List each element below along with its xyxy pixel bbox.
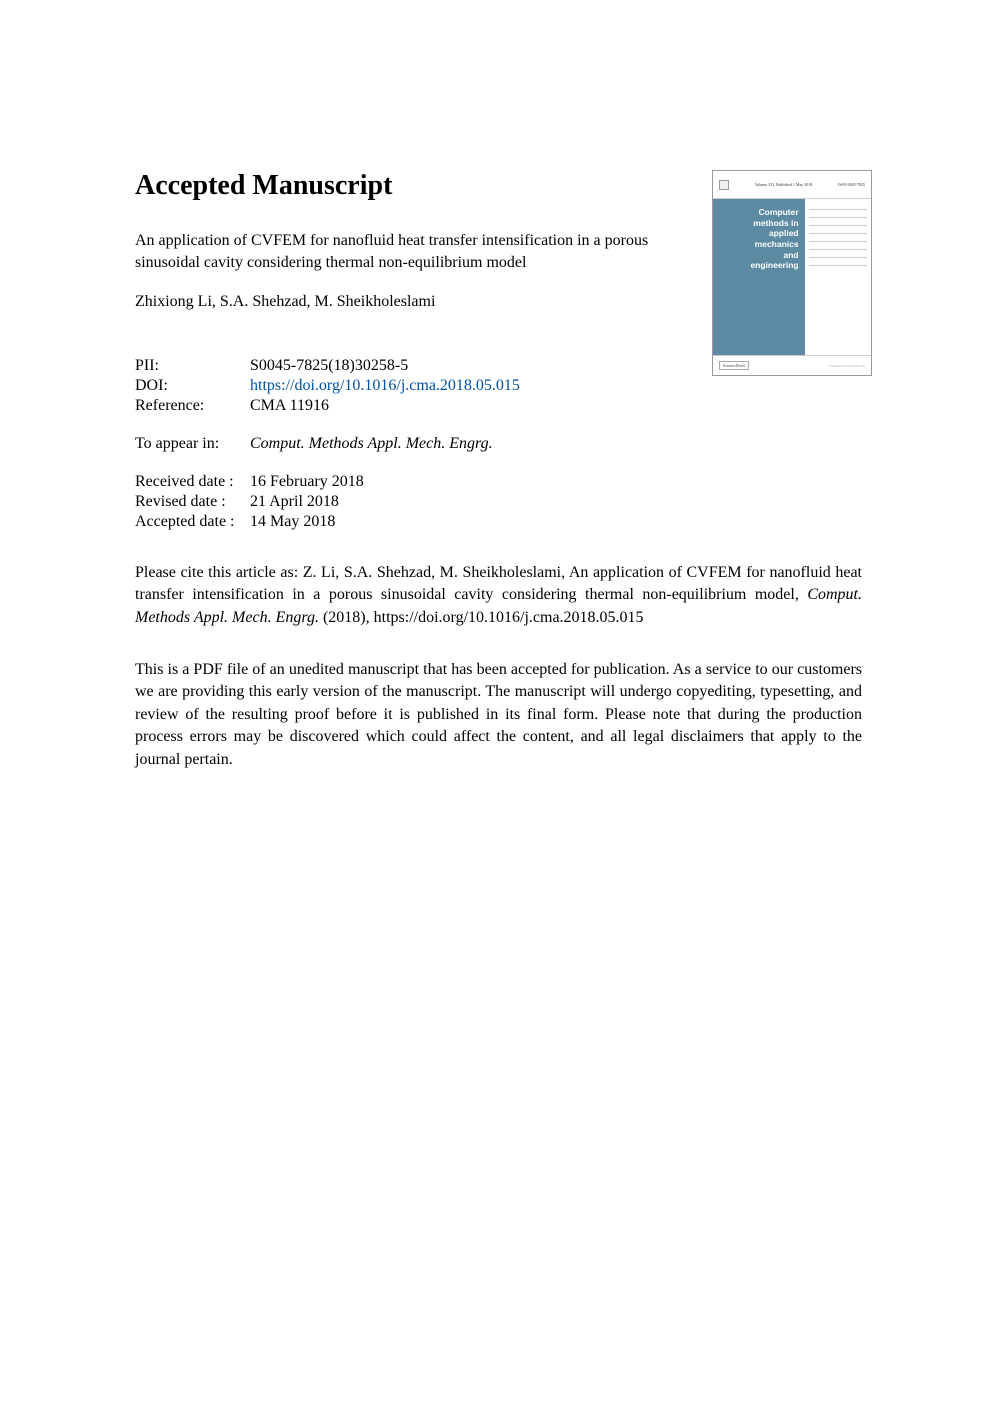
to-appear-value: Comput. Methods Appl. Mech. Engrg. xyxy=(250,434,493,454)
received-date-label: Received date : xyxy=(135,472,250,492)
received-date-row: Received date : 16 February 2018 xyxy=(135,472,364,492)
thumbnail-header: Volume 333, Published 1 May 2018 ISSN 00… xyxy=(713,171,871,199)
thumb-journal-line: applied xyxy=(769,228,799,239)
revised-date-label: Revised date : xyxy=(135,492,250,512)
thumb-journal-line: mechanics xyxy=(755,239,799,250)
pii-value: S0045-7825(18)30258-5 xyxy=(250,356,520,376)
thumbnail-editors-panel xyxy=(805,199,871,355)
citation-paragraph: Please cite this article as: Z. Li, S.A.… xyxy=(135,562,862,629)
received-date-value: 16 February 2018 xyxy=(250,472,364,492)
doi-link[interactable]: https://doi.org/10.1016/j.cma.2018.05.01… xyxy=(250,377,520,394)
pii-row: PII: S0045-7825(18)30258-5 xyxy=(135,356,520,376)
accepted-date-row: Accepted date : 14 May 2018 xyxy=(135,512,364,532)
thumb-journal-line: Computer xyxy=(758,207,798,218)
disclaimer-paragraph: This is a PDF file of an unedited manusc… xyxy=(135,659,862,771)
thumbnail-footer-url: www.elsevier.com/locate/cma xyxy=(829,364,865,368)
thumbnail-footer: ScienceDirect www.elsevier.com/locate/cm… xyxy=(713,355,871,375)
elsevier-logo-icon xyxy=(719,180,729,190)
citation-prefix: Please cite this article as: Z. Li, S.A.… xyxy=(135,564,862,603)
dates-table: Received date : 16 February 2018 Revised… xyxy=(135,472,364,532)
revised-date-row: Revised date : 21 April 2018 xyxy=(135,492,364,512)
citation-suffix: (2018), https://doi.org/10.1016/j.cma.20… xyxy=(319,609,644,626)
identifiers-table: PII: S0045-7825(18)30258-5 DOI: https://… xyxy=(135,356,520,416)
to-appear-table: To appear in: Comput. Methods Appl. Mech… xyxy=(135,434,493,454)
thumbnail-issn-text: ISSN 0045-7825 xyxy=(838,182,865,187)
thumb-journal-line: engineering xyxy=(750,260,798,271)
reference-row: Reference: CMA 11916 xyxy=(135,396,520,416)
reference-value: CMA 11916 xyxy=(250,396,520,416)
thumbnail-volume-text: Volume 333, Published 1 May 2018 xyxy=(755,182,812,187)
thumb-journal-line: and xyxy=(784,250,799,261)
reference-label: Reference: xyxy=(135,396,250,416)
doi-row: DOI: https://doi.org/10.1016/j.cma.2018.… xyxy=(135,376,520,396)
to-appear-label: To appear in: xyxy=(135,434,250,454)
thumb-journal-line: methods in xyxy=(753,218,798,229)
thumbnail-journal-name-panel: Computer methods in applied mechanics an… xyxy=(713,199,805,355)
journal-cover-thumbnail: Volume 333, Published 1 May 2018 ISSN 00… xyxy=(712,170,872,376)
article-title: An application of CVFEM for nanofluid he… xyxy=(135,230,665,275)
revised-date-value: 21 April 2018 xyxy=(250,492,364,512)
doi-label: DOI: xyxy=(135,376,250,396)
accepted-date-label: Accepted date : xyxy=(135,512,250,532)
thumbnail-body: Computer methods in applied mechanics an… xyxy=(713,199,871,355)
pii-label: PII: xyxy=(135,356,250,376)
sciencedirect-badge: ScienceDirect xyxy=(719,361,749,370)
accepted-date-value: 14 May 2018 xyxy=(250,512,364,532)
to-appear-row: To appear in: Comput. Methods Appl. Mech… xyxy=(135,434,493,454)
